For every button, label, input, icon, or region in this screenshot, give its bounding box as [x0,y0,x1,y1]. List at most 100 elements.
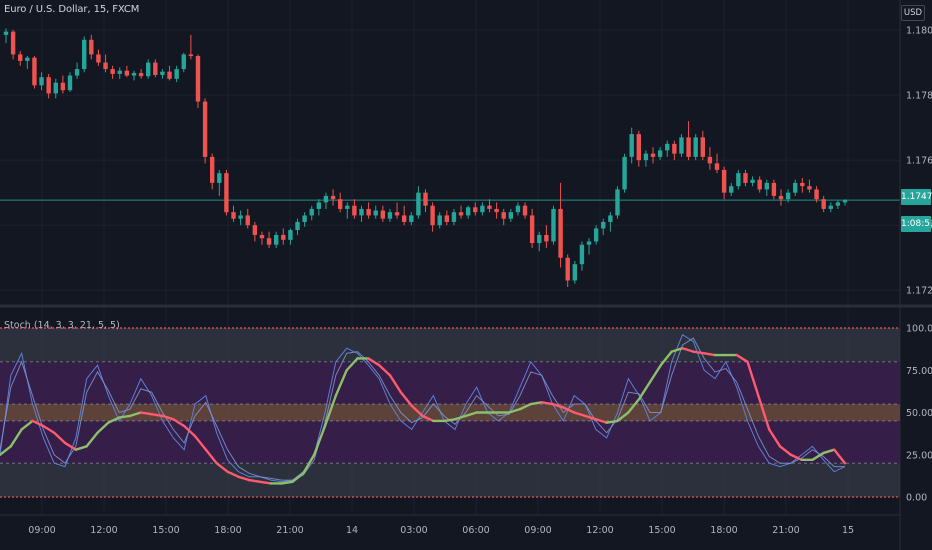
slow-stoch-segment [31,419,45,428]
candle-body [508,212,514,219]
slow-stoch-segment [172,418,186,428]
slow-stoch-segment [291,472,305,483]
candle-body [202,101,208,157]
candle-body [501,212,506,219]
candle-body [188,54,194,57]
candle-body [409,215,414,222]
time-tick-label: 15 [842,525,854,536]
candle-body [430,205,435,226]
candle-body [465,207,471,216]
candle-body [366,208,371,216]
candle-body [231,212,236,219]
candlestick-series [3,28,848,287]
candle-body [281,234,286,240]
symbol-title[interactable]: Euro / U.S. Dollar, 15, FXCM [4,4,140,15]
slow-stoch-segment [637,380,652,401]
slow-stoch-segment [226,470,240,478]
candle-body [835,202,841,206]
time-tick-label: 21:00 [772,525,799,536]
candle-body [764,182,769,190]
slow-stoch-segment [215,462,229,473]
oversold-zone [0,463,900,497]
currency-badge[interactable]: USD [901,5,925,21]
candle-body [565,257,570,281]
price-tick-label: 1.17200 [906,286,932,297]
slow-stoch-segment [377,363,392,377]
slow-stoch-segment [128,411,143,418]
slow-stoch-segment [74,445,88,451]
slow-stoch-segment [627,397,641,414]
slow-stoch-segment [367,357,381,367]
candle-body [458,212,464,216]
candle-body [32,57,37,86]
slow-stoch-segment [421,414,435,423]
candle-body [209,156,215,183]
slow-stoch-segment [247,478,262,483]
candle-body [707,156,713,164]
stoch-tick-label: 50.00 [906,408,932,419]
slow-stoch-segment [659,350,673,367]
slow-stoch-segment [410,404,424,418]
candle-body [700,137,705,157]
candle-body [124,70,130,76]
slow-stoch-segment [150,412,164,418]
candle-body [615,189,620,216]
slow-stoch-segment [302,453,316,475]
indicator-label[interactable]: Stoch (14, 3, 3, 21, 5, 5) [4,320,120,331]
slow-stoch-segment [442,418,457,423]
slow-stoch-segment [464,411,478,418]
slow-stoch-segment [648,363,663,384]
candle-body [743,173,748,183]
slow-stoch-segment [767,428,782,448]
candle-body [437,215,442,226]
candle-body [67,75,73,91]
upper-mid-zone [0,361,900,405]
overbought-zone [0,328,900,362]
slow-stoch-segment [9,428,23,448]
fast-d-line [0,337,845,481]
time-tick-label: 09:00 [524,525,551,536]
slow-stoch-segment [323,394,338,428]
slow-stoch-segment [518,402,533,411]
candle-body [558,208,563,258]
candle-body [537,234,542,244]
candle-body [387,212,393,219]
time-tick-label: 15:00 [152,525,179,536]
slow-stoch-segment [616,411,630,423]
slow-stoch-segment [583,414,598,421]
candle-body [821,199,826,209]
candle-body [593,228,599,242]
candle-body [601,221,606,229]
candle-body [828,205,833,209]
time-tick-label: 12:00 [586,525,613,536]
time-tick-label: 18:00 [710,525,737,536]
candle-body [337,199,343,209]
stoch-axis-labels: 100.00 75.00 50.00 25.00 0.00 [906,324,932,504]
candle-body [515,205,521,213]
time-axis-labels: 09:00 12:00 15:00 18:00 21:00 14 03:00 06:00 09:… [28,525,854,536]
candle-body [672,143,677,154]
candle-body [544,234,549,242]
candle-body [650,153,656,157]
candle-body [778,195,784,200]
slow-stoch-segment [182,424,197,438]
candle-body [323,195,329,203]
candle-body [103,62,108,70]
candle-body [394,212,400,216]
candle-body [359,208,364,216]
candle-body [302,215,307,222]
slow-stoch-segment [594,418,608,424]
time-tick-label: 09:00 [28,525,55,536]
candle-body [266,238,272,245]
slow-stoch-segment [702,352,717,357]
candle-body [245,215,250,226]
slow-stoch-segment [778,445,793,456]
price-tick-label: 1.17800 [906,91,932,102]
bar-countdown-tag: 1:08:51 [901,216,932,232]
slow-stoch-segment [52,431,67,445]
candle-body [800,182,805,187]
slow-stoch-segment [258,480,273,485]
candle-body [750,179,755,183]
candle-body [46,77,51,94]
